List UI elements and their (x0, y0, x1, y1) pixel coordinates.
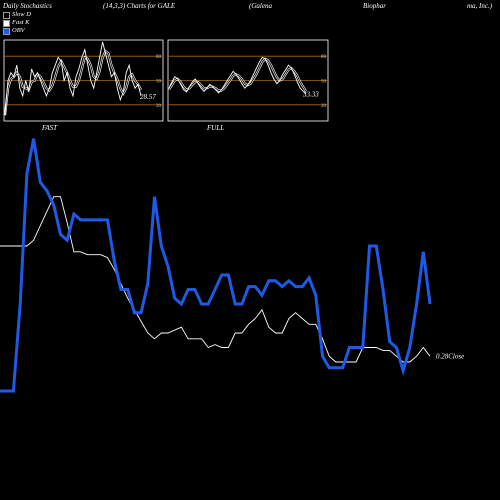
legend-label-obv: OBV (12, 27, 25, 34)
title-segment-3: (Galena (249, 2, 272, 10)
legend-swatch-obv (3, 27, 10, 35)
fast-level-tick-50: 50 (156, 80, 162, 85)
legend-item-fast-k: Fast K (3, 19, 31, 27)
price-line (0, 196, 431, 363)
legend-label-slow-d: Slow D (12, 11, 31, 18)
fast-panel-label: FAST (42, 124, 58, 132)
full-level-tick-20: 20 (321, 104, 327, 109)
legend-item-slow-d: Slow D (3, 11, 31, 19)
legend-swatch-slow-d (3, 11, 10, 19)
legend-item-obv: OBV (3, 27, 31, 35)
full-series-full-k (168, 56, 307, 94)
legend: Slow D Fast K OBV (3, 11, 31, 35)
fast-level-tick-20: 20 (156, 104, 162, 109)
fast-level-tick-80: 80 (156, 55, 162, 60)
fast-series-fast-k (4, 41, 142, 116)
obv-line (0, 138, 432, 393)
full-level-tick-80: 80 (321, 55, 327, 60)
full-series-full-d (168, 58, 307, 92)
legend-swatch-fast-k (3, 19, 10, 27)
full-current-value: 33.33 (302, 91, 319, 99)
close-value-label: 0.28Close (436, 353, 464, 361)
full-panel-label: FULL (207, 124, 225, 132)
legend-label-fast-k: Fast K (12, 19, 30, 26)
full-level-tick-50: 50 (321, 80, 327, 85)
title-segment-4: Biophar (363, 2, 386, 10)
title-segment-5: ma, Inc.) (467, 2, 493, 10)
title-segment-2: (14,3,3) Charts for GALE (103, 2, 176, 10)
fast-current-value: 28.57 (140, 93, 156, 101)
title-segment-1: Daily Stochastics (3, 2, 52, 10)
